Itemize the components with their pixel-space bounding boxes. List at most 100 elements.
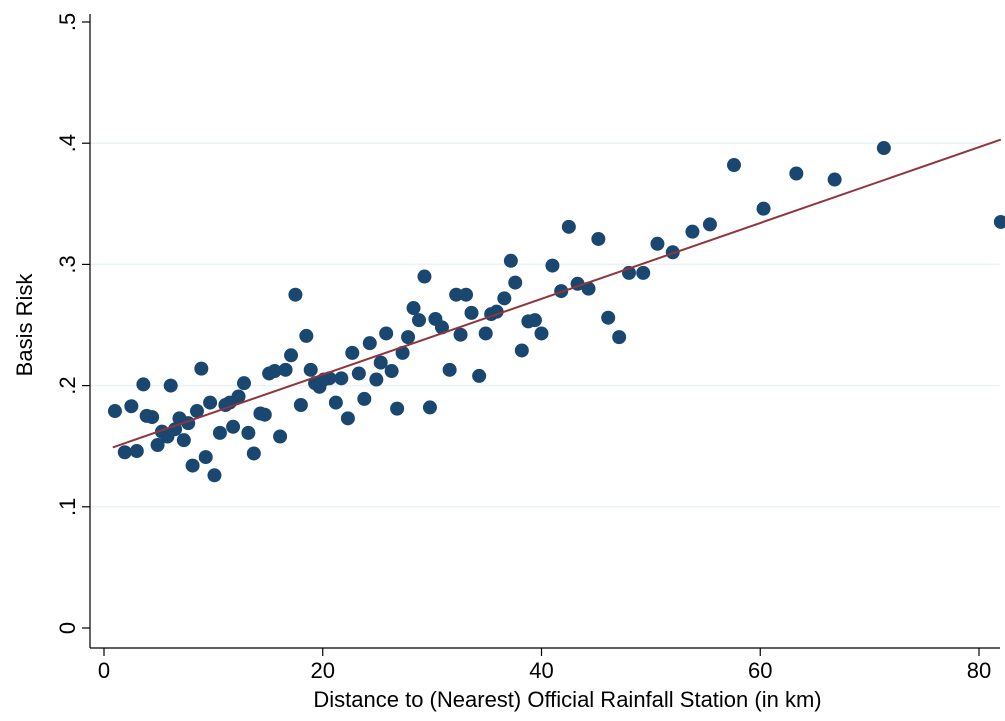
- scatter-point: [117, 445, 132, 460]
- scatter-point: [459, 287, 474, 302]
- scatter-point: [189, 404, 204, 419]
- scatter-point: [241, 425, 256, 440]
- x-axis-title: Distance to (Nearest) Official Rainfall …: [313, 687, 821, 712]
- scatter-point: [395, 345, 410, 360]
- scatter-point: [827, 172, 842, 187]
- scatter-point: [534, 326, 549, 341]
- scatter-point: [303, 362, 318, 377]
- scatter-point: [362, 336, 377, 351]
- scatter-point: [453, 327, 468, 342]
- y-tick-label: .3: [55, 255, 80, 273]
- scatter-point: [373, 355, 388, 370]
- y-axis-title: Basis Risk: [12, 273, 37, 377]
- scatter-point: [273, 429, 288, 444]
- x-tick-label: 60: [748, 658, 772, 683]
- scatter-point: [503, 253, 518, 268]
- scatter-point: [417, 269, 432, 284]
- y-tick-label: .1: [55, 498, 80, 516]
- scatter-point: [527, 313, 542, 328]
- scatter-point: [107, 404, 122, 419]
- scatter-points: [107, 141, 1005, 483]
- scatter-point: [384, 364, 399, 379]
- scatter-point: [226, 419, 241, 434]
- x-tick-label: 20: [311, 658, 335, 683]
- scatter-point: [284, 348, 299, 363]
- scatter-point: [472, 368, 487, 383]
- scatter-point: [278, 362, 293, 377]
- scatter-point: [357, 391, 372, 406]
- scatter-point: [163, 378, 178, 393]
- gridlines: [90, 142, 1000, 508]
- scatter-point: [207, 468, 222, 483]
- fitted-line: [112, 138, 1002, 449]
- scatter-point: [756, 201, 771, 216]
- scatter-point: [514, 343, 529, 358]
- scatter-point: [288, 287, 303, 302]
- scatter-point: [176, 433, 191, 448]
- scatter-point: [334, 371, 349, 386]
- scatter-point: [789, 166, 804, 181]
- scatter-point: [379, 326, 394, 341]
- scatter-point: [442, 362, 457, 377]
- scatter-point: [434, 320, 449, 335]
- scatter-point: [993, 214, 1005, 229]
- scatter-point: [497, 291, 512, 306]
- scatter-point: [328, 395, 343, 410]
- y-tick-label: .4: [55, 134, 80, 152]
- scatter-point: [545, 258, 560, 273]
- y-tick-label: 0: [55, 622, 80, 634]
- scatter-point: [124, 399, 139, 414]
- scatter-point: [145, 410, 160, 425]
- scatter-point: [478, 326, 493, 341]
- scatter-point: [685, 224, 700, 239]
- scatter-point: [702, 217, 717, 232]
- scatter-point: [406, 301, 421, 316]
- scatter-point: [299, 328, 314, 343]
- scatter-point: [168, 422, 183, 437]
- scatter-point: [322, 371, 337, 386]
- scatter-point: [198, 450, 213, 465]
- scatter-point: [351, 366, 366, 381]
- tick-marks: [82, 21, 980, 656]
- scatter-point: [194, 361, 209, 376]
- scatter-point: [237, 376, 251, 391]
- x-tick-label: 40: [529, 658, 553, 683]
- scatter-point: [727, 158, 741, 173]
- scatter-point: [185, 458, 200, 473]
- y-tick-label: .2: [55, 376, 80, 394]
- scatter-point: [422, 400, 437, 415]
- scatter-point: [246, 446, 261, 461]
- scatter-point: [369, 372, 384, 387]
- x-tick-label: 80: [967, 658, 991, 683]
- scatter-point: [345, 345, 360, 360]
- scatter-point: [257, 407, 272, 422]
- scatter-point: [601, 310, 616, 325]
- y-tick-label: .5: [55, 13, 80, 31]
- scatter-point: [464, 305, 479, 320]
- scatter-point: [412, 313, 426, 328]
- scatter-point: [508, 275, 523, 290]
- x-tick-label: 0: [98, 658, 110, 683]
- scatter-point: [293, 397, 308, 412]
- scatter-point: [561, 219, 576, 234]
- scatter-point: [129, 444, 144, 459]
- scatter-point: [449, 287, 464, 302]
- scatter-point: [231, 389, 246, 404]
- scatter-point: [150, 437, 165, 452]
- scatter-point: [636, 265, 651, 280]
- scatter-point: [267, 364, 282, 379]
- scatter-point: [591, 231, 606, 246]
- axes: [89, 14, 1000, 649]
- scatter-point: [581, 281, 596, 296]
- scatter-point: [650, 236, 665, 251]
- scatter-point: [390, 401, 405, 416]
- scatter-point: [136, 377, 151, 392]
- scatter-point: [340, 411, 355, 426]
- scatter-point: [612, 330, 627, 345]
- scatter-point: [876, 141, 891, 156]
- tick-labels: 0 .1 .2 .3 .4 .5 0 20 40 60 80: [55, 13, 991, 683]
- scatter-point: [401, 330, 416, 345]
- scatter-point: [212, 425, 227, 440]
- scatter-point: [203, 395, 218, 410]
